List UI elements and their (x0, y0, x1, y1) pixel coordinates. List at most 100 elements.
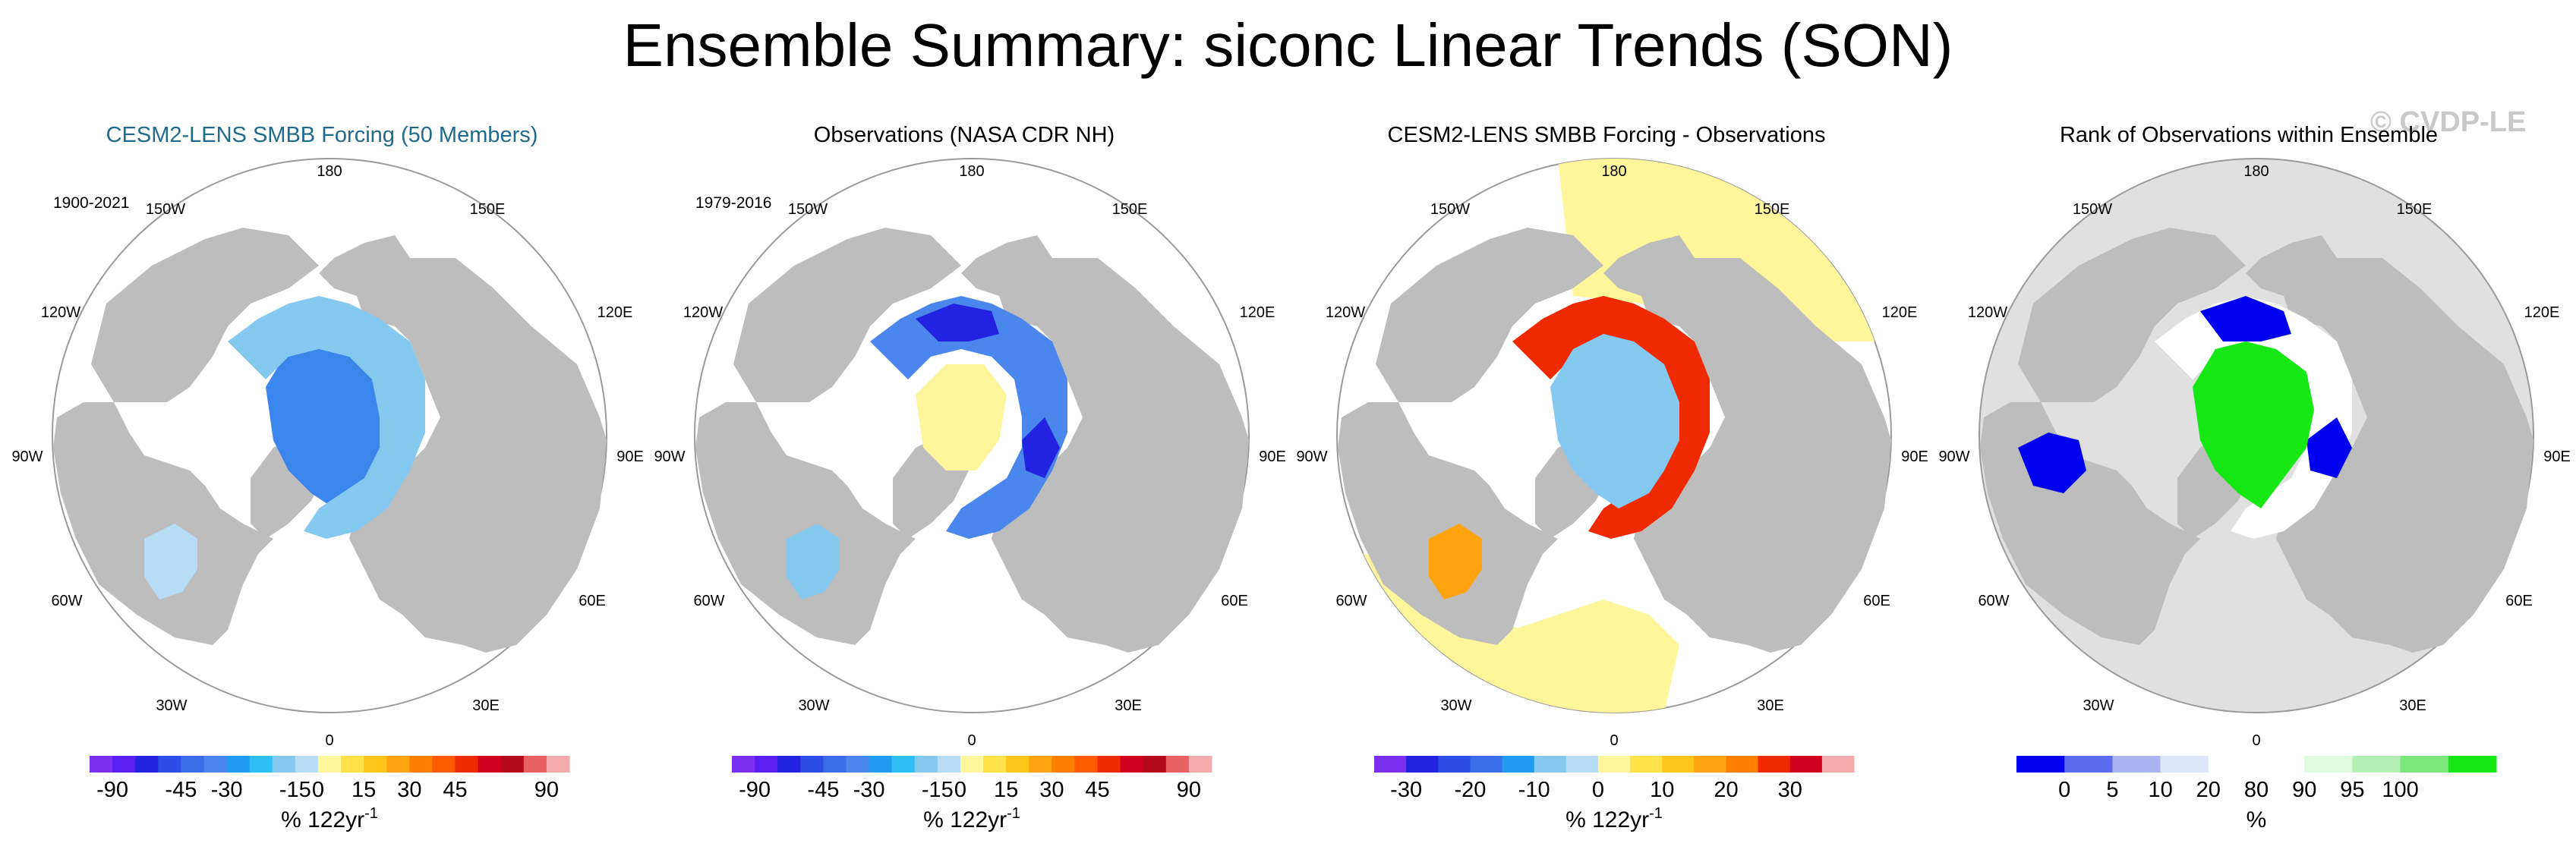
hudson-bay-trend (144, 524, 197, 600)
colorbar-swatch (478, 756, 502, 773)
hudson-bay-trend (787, 524, 840, 600)
longitude-labels: 180 150E 120E 90E 60E 30E 0 30W 60W 90W … (654, 163, 1285, 749)
lon-label: 60E (2505, 593, 2533, 609)
colorbar-swatch (1470, 756, 1503, 773)
colorbar-swatch (1726, 756, 1759, 773)
lon-label: 150E (1755, 201, 1790, 218)
colorbar-tick-label: 100 (2382, 778, 2418, 802)
colorbar-swatch (2016, 756, 2065, 773)
colorbar-swatch (249, 756, 273, 773)
colorbar-units: % 122yr-1 (1565, 805, 1663, 832)
colorbar-swatch (2208, 756, 2257, 773)
lon-label: 30W (156, 697, 187, 714)
colorbar-swatch (1597, 756, 1631, 773)
colorbar-tick-label: 30 (397, 778, 421, 802)
lon-label: 90W (654, 448, 685, 465)
colorbar-swatch (777, 756, 801, 773)
lon-label: 0 (2252, 732, 2260, 749)
lon-label: 30E (1757, 697, 1784, 714)
lon-label: 90E (1259, 448, 1286, 465)
colorbar-swatch (317, 756, 342, 773)
central-arctic-negative (1550, 334, 1679, 508)
colorbar-tick-label: 45 (443, 778, 467, 802)
lon-label: 150W (1430, 201, 1470, 218)
lon-label: 30E (2399, 697, 2426, 714)
colorbar-swatch (891, 756, 916, 773)
polar-map: 180 150E 120E 90E 60E 30E 0 30W 60W 90W … (1938, 158, 2571, 749)
lon-label: 180 (317, 163, 342, 180)
lon-label: 150W (788, 201, 828, 218)
lon-label: 120W (41, 304, 80, 321)
colorbar-tick-label: 45 (1085, 778, 1109, 802)
colorbar-swatch (546, 756, 570, 773)
colorbar-swatch (181, 756, 204, 773)
panel-observations: Observations (NASA CDR NH) 1979-2016 180… (642, 114, 1286, 856)
colorbar-swatch (1006, 756, 1029, 773)
colorbar-swatch (2448, 756, 2497, 773)
lon-label: 0 (967, 732, 976, 749)
colorbar-swatch (90, 756, 113, 773)
sea-ice-trend-central (916, 364, 1007, 470)
colorbar-swatch (1074, 756, 1099, 773)
colorbar-swatch (2256, 756, 2305, 773)
colorbar-tick-label: -20 (1454, 778, 1486, 802)
north-america-land (695, 228, 961, 645)
colorbar-swatch (960, 756, 984, 773)
land-masses (53, 228, 607, 653)
lon-label: 180 (959, 163, 984, 180)
colorbar-swatch (846, 756, 870, 773)
period-label: 1900-2021 (53, 194, 129, 212)
figure-title: Ensemble Summary: siconc Linear Trends (… (623, 11, 1953, 79)
colorbar-swatch (823, 756, 847, 773)
lon-label: 0 (325, 732, 333, 749)
colorbar-swatch (1188, 756, 1212, 773)
lon-label: 150E (470, 201, 506, 218)
lon-label: 120E (1240, 304, 1275, 321)
colorbar-swatch (1821, 756, 1855, 773)
colorbar-swatch (869, 756, 893, 773)
lon-label: 60W (1335, 593, 1367, 609)
colorbar-swatch (1143, 756, 1167, 773)
lon-label: 150W (146, 201, 185, 218)
lon-label: 120E (2524, 304, 2560, 321)
colorbar-swatch (158, 756, 181, 773)
polar-map: 180 150E 120E 90E 60E 30E 0 30W 60W 90W … (654, 158, 1286, 749)
lon-label: 30W (2083, 697, 2114, 714)
colorbar-tick-label: -90 (96, 778, 128, 802)
colorbar-swatch (937, 756, 961, 773)
colorbar-tick-label: 10 (1650, 778, 1674, 802)
sea-ice-trend-barents (1022, 417, 1060, 478)
lon-label: 120E (1882, 304, 1918, 321)
lon-label: 90E (616, 448, 644, 465)
eurasia-land (1603, 235, 1891, 653)
colorbar-tick-label: -30 (853, 778, 885, 802)
colorbar-swatch (1662, 756, 1695, 773)
colorbar-tick-label: 0 (1592, 778, 1604, 802)
north-america-land (1980, 228, 2246, 645)
lon-label: 120W (1968, 304, 2007, 321)
colorbar-swatch (1097, 756, 1121, 773)
colorbar-tick-label: 20 (2196, 778, 2221, 802)
colorbar-units: % (2247, 807, 2267, 832)
period-label: 1979-2016 (695, 194, 771, 212)
eurasia-land (319, 235, 607, 653)
colorbar-swatch (1120, 756, 1144, 773)
lon-label: 90W (1938, 448, 1969, 465)
colorbar-swatch (523, 756, 547, 773)
lon-label: 150E (2397, 201, 2433, 218)
eurasia-land (2246, 235, 2533, 653)
lon-label: 90E (1901, 448, 1928, 465)
colorbar-swatch (1565, 756, 1599, 773)
longitude-labels: 180 150E 120E 90E 60E 30E 0 30W 60W 90W … (1296, 163, 1928, 749)
colorbar-tick-label: -90 (739, 778, 771, 802)
colorbar-swatch (112, 756, 136, 773)
colorbar-swatch (2352, 756, 2401, 773)
watermark: © CVDP-LE (2370, 106, 2527, 138)
colorbar-tick-label: 0 (312, 778, 324, 802)
colorbar-tick-label: -30 (211, 778, 243, 802)
colorbar-tick-label: 90 (1177, 778, 1201, 802)
colorbar-tick-label: 20 (1714, 778, 1738, 802)
colorbar-swatch (1029, 756, 1052, 773)
colorbar-swatch (1165, 756, 1190, 773)
colorbar-swatch (732, 756, 755, 773)
